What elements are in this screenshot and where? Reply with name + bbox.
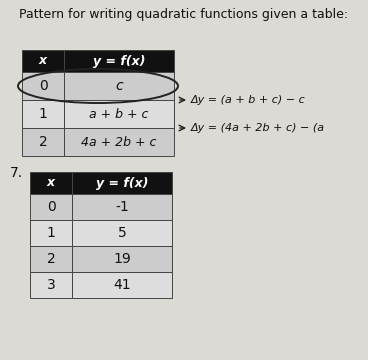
Bar [30, 246, 72, 272]
Bar [30, 172, 72, 194]
Bar [72, 272, 172, 298]
Text: x: x [47, 176, 55, 189]
Text: x: x [39, 54, 47, 68]
Bar [30, 272, 72, 298]
Text: 5: 5 [118, 226, 126, 240]
Text: 0: 0 [39, 79, 47, 93]
Bar [22, 50, 64, 72]
Bar [72, 246, 172, 272]
Bar [30, 220, 72, 246]
Text: 2: 2 [39, 135, 47, 149]
Text: a + b + c: a + b + c [89, 108, 149, 121]
Text: 7.: 7. [10, 166, 23, 180]
Bar [64, 50, 174, 72]
Text: Pattern for writing quadratic functions given a table:: Pattern for writing quadratic functions … [20, 8, 348, 21]
Text: -1: -1 [115, 200, 129, 214]
Text: Δy = (a + b + c) − c: Δy = (a + b + c) − c [191, 95, 306, 105]
Text: 1: 1 [47, 226, 56, 240]
Bar [64, 72, 174, 100]
Bar [30, 194, 72, 220]
Bar [64, 100, 174, 128]
Bar [72, 172, 172, 194]
Bar [72, 194, 172, 220]
Text: 41: 41 [113, 278, 131, 292]
Text: 3: 3 [47, 278, 55, 292]
Bar [72, 220, 172, 246]
Text: 19: 19 [113, 252, 131, 266]
Text: c: c [115, 79, 123, 93]
Text: 2: 2 [47, 252, 55, 266]
Bar [64, 128, 174, 156]
Text: y = f(x): y = f(x) [93, 54, 145, 68]
Bar [22, 72, 64, 100]
Text: 1: 1 [39, 107, 47, 121]
Text: 0: 0 [47, 200, 55, 214]
Bar [22, 128, 64, 156]
Bar [22, 100, 64, 128]
Text: 4a + 2b + c: 4a + 2b + c [81, 135, 157, 148]
Text: y = f(x): y = f(x) [96, 176, 148, 189]
Text: Δy = (4a + 2b + c) − (a: Δy = (4a + 2b + c) − (a [191, 123, 325, 133]
